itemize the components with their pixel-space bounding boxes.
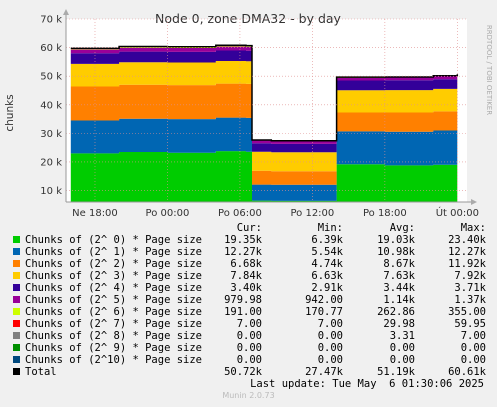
series-area-4 [70, 50, 458, 153]
x-tick-label: Ne 18:00 [72, 208, 118, 219]
series-area-2 [70, 83, 458, 185]
series-area-3 [70, 61, 458, 172]
y-tick-label: 40 k [40, 100, 62, 111]
x-tick-label: Po 06:00 [218, 208, 262, 219]
y-tick-label: 20 k [40, 157, 62, 168]
x-tick-label: Út 00:00 [436, 206, 479, 219]
chart-title: Node 0, zone DMA32 - by day [155, 11, 342, 26]
rrdtool-credit: RRDTOOL / TOBI OETIKER [485, 25, 493, 115]
y-tick-label: 60 k [40, 43, 62, 54]
y-tick-label: 10 k [40, 186, 62, 197]
x-tick-label: Po 00:00 [146, 208, 190, 219]
y-axis-label: chunks [4, 94, 16, 131]
x-axis-arrow [471, 199, 477, 205]
y-axis-arrow [63, 9, 69, 15]
x-tick-label: Po 12:00 [290, 208, 334, 219]
series-area-1 [70, 117, 458, 201]
y-tick-label: 50 k [40, 72, 62, 83]
y-tick-label: 30 k [40, 129, 62, 140]
x-tick-label: Po 18:00 [363, 208, 407, 219]
y-tick-label: 70 k [40, 15, 62, 26]
